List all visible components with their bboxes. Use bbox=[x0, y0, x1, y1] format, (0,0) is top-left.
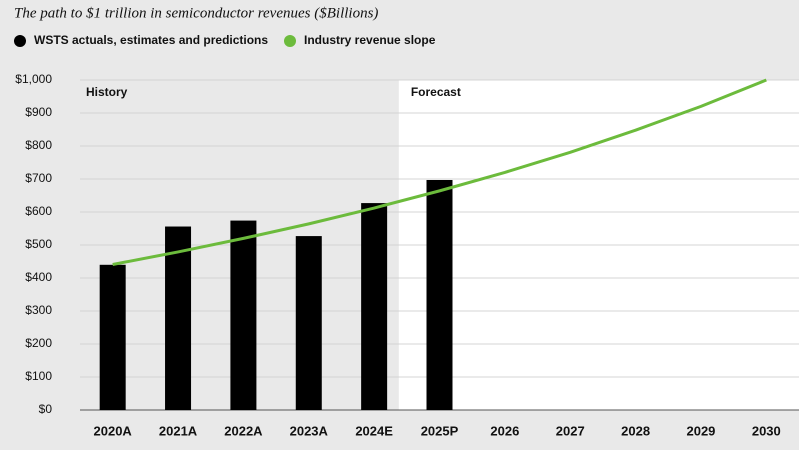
legend-marker bbox=[14, 35, 26, 47]
region-label: History bbox=[86, 85, 128, 99]
chart-title: The path to $1 trillion in semiconductor… bbox=[14, 5, 378, 21]
y-tick-label: $600 bbox=[25, 204, 52, 218]
y-tick-label: $500 bbox=[25, 237, 52, 251]
line bbox=[112, 78, 767, 266]
x-tick-label: 2020A bbox=[94, 423, 133, 438]
x-tick-label: 2024E bbox=[355, 423, 393, 438]
x-tick-label: 2023A bbox=[290, 423, 329, 438]
y-tick-label: $400 bbox=[25, 270, 52, 284]
bar bbox=[230, 220, 257, 410]
bar bbox=[295, 236, 322, 410]
bar bbox=[426, 179, 453, 410]
legend-label: Industry revenue slope bbox=[304, 33, 436, 47]
legend-label: WSTS actuals, estimates and predictions bbox=[34, 33, 268, 47]
y-tick-label: $100 bbox=[25, 369, 52, 383]
x-tick-label: 2028 bbox=[621, 423, 650, 438]
y-tick-label: $0 bbox=[39, 402, 53, 416]
bar bbox=[99, 264, 126, 410]
x-tick-label: 2022A bbox=[224, 423, 263, 438]
y-tick-label: $900 bbox=[25, 105, 52, 119]
bar bbox=[165, 226, 192, 410]
y-tick-label: $1,000 bbox=[15, 72, 52, 86]
y-tick-label: $200 bbox=[25, 336, 52, 350]
y-tick-label: $800 bbox=[25, 138, 52, 152]
x-tick-label: 2021A bbox=[159, 423, 198, 438]
region-label: Forecast bbox=[411, 85, 461, 99]
x-tick-label: 2029 bbox=[686, 423, 715, 438]
y-tick-label: $300 bbox=[25, 303, 52, 317]
legend-marker bbox=[284, 35, 296, 47]
x-tick-label: 2027 bbox=[556, 423, 585, 438]
x-tick-label: 2030 bbox=[752, 423, 781, 438]
y-tick-label: $700 bbox=[25, 171, 52, 185]
bar bbox=[361, 203, 388, 410]
x-tick-label: 2025P bbox=[421, 423, 459, 438]
x-tick-label: 2026 bbox=[490, 423, 519, 438]
